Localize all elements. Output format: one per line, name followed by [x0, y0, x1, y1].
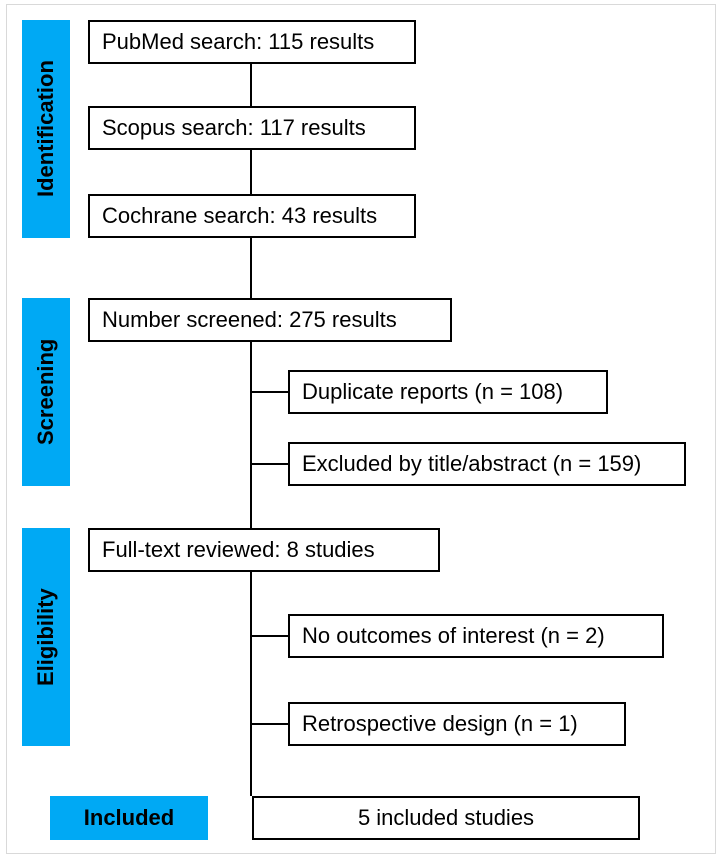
- box-retrospective: Retrospective design (n = 1): [288, 702, 626, 746]
- box-retrospective-text: Retrospective design (n = 1): [302, 711, 578, 737]
- connector-v: [250, 342, 252, 528]
- box-no-outcomes-text: No outcomes of interest (n = 2): [302, 623, 605, 649]
- connector-h: [250, 635, 288, 637]
- box-pubmed: PubMed search: 115 results: [88, 20, 416, 64]
- box-cochrane: Cochrane search: 43 results: [88, 194, 416, 238]
- box-screened: Number screened: 275 results: [88, 298, 452, 342]
- side-label-identification: Identification: [22, 20, 70, 238]
- box-no-outcomes: No outcomes of interest (n = 2): [288, 614, 664, 658]
- box-included-studies-text: 5 included studies: [358, 805, 534, 831]
- side-label-eligibility: Eligibility: [22, 528, 70, 746]
- box-screened-text: Number screened: 275 results: [102, 307, 397, 333]
- box-fulltext-text: Full-text reviewed: 8 studies: [102, 537, 375, 563]
- box-excluded-title-text: Excluded by title/abstract (n = 159): [302, 451, 641, 477]
- box-excluded-title: Excluded by title/abstract (n = 159): [288, 442, 686, 486]
- connector-h: [250, 723, 288, 725]
- box-duplicate-text: Duplicate reports (n = 108): [302, 379, 563, 405]
- connector-v: [250, 572, 252, 796]
- box-fulltext: Full-text reviewed: 8 studies: [88, 528, 440, 572]
- box-duplicate: Duplicate reports (n = 108): [288, 370, 608, 414]
- side-label-screening: Screening: [22, 298, 70, 486]
- box-cochrane-text: Cochrane search: 43 results: [102, 203, 377, 229]
- box-scopus: Scopus search: 117 results: [88, 106, 416, 150]
- box-included-studies: 5 included studies: [252, 796, 640, 840]
- side-label-included: Included: [50, 796, 208, 840]
- connector-h: [250, 463, 288, 465]
- connector-v: [250, 150, 252, 194]
- connector-v: [250, 64, 252, 106]
- connector-h: [250, 391, 288, 393]
- connector-v: [250, 238, 252, 298]
- box-pubmed-text: PubMed search: 115 results: [102, 29, 374, 55]
- box-scopus-text: Scopus search: 117 results: [102, 115, 366, 141]
- prisma-flowchart: Identification Screening Eligibility Inc…: [0, 0, 722, 859]
